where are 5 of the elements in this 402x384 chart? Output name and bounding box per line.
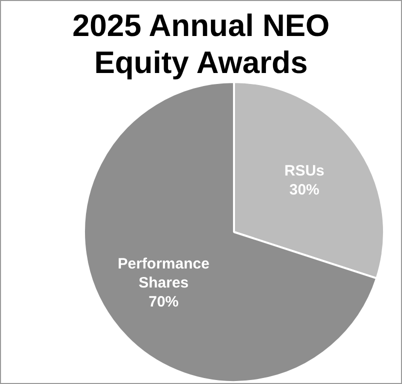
data-label: 30%	[289, 182, 320, 199]
data-label: 70%	[148, 293, 179, 310]
slice-label: RSUs	[284, 162, 324, 180]
slice-label: Performance Shares	[118, 255, 210, 292]
chart-title: 2025 Annual NEO Equity Awards	[71, 7, 331, 81]
